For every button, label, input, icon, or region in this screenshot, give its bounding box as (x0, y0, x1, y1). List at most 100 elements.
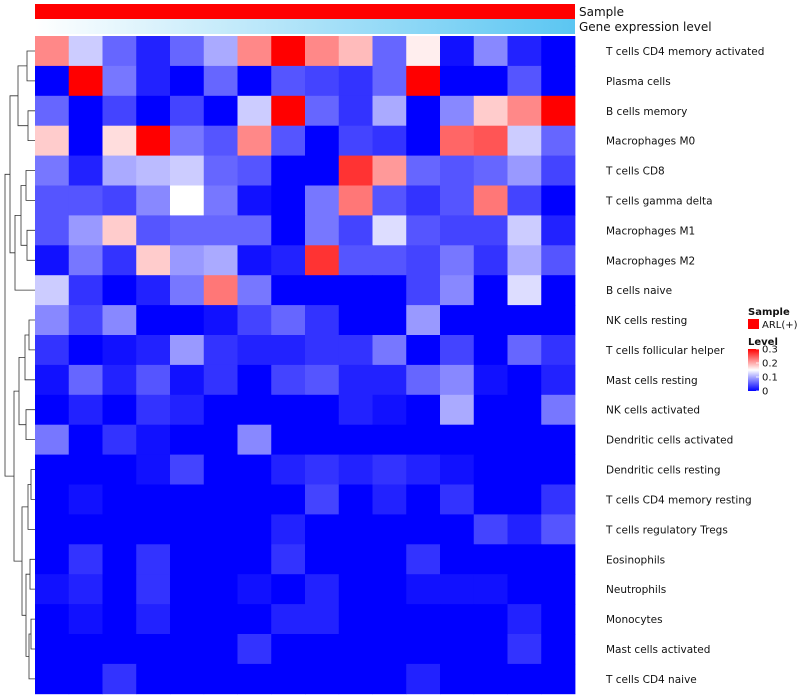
heatmap-cell (372, 574, 407, 605)
heatmap-cell (136, 95, 171, 127)
heatmap-cell (35, 185, 70, 216)
heatmap-cell (35, 335, 70, 366)
heatmap-cell (102, 95, 137, 127)
dendrogram-branch (28, 633, 35, 680)
sample-annotation-bar (35, 4, 575, 19)
heatmap-cell (170, 604, 205, 635)
heatmap-cell (203, 95, 238, 127)
heatmap-cell (35, 394, 70, 426)
heatmap-cell (406, 245, 441, 276)
heatmap-cell (507, 574, 542, 605)
heatmap-cell (203, 335, 238, 366)
heatmap-cell (372, 245, 407, 276)
row-label: T cells follicular helper (605, 345, 725, 357)
heatmap-cell (203, 604, 238, 635)
heatmap-cell (102, 335, 137, 366)
heatmap-cell (35, 604, 70, 635)
heatmap-cell (136, 245, 171, 276)
heatmap-cell (372, 185, 407, 216)
heatmap-cell (203, 245, 238, 276)
heatmap-cell (440, 424, 475, 455)
heatmap-cell (237, 663, 272, 695)
heatmap-cell (372, 604, 407, 635)
heatmap-cell (170, 185, 205, 216)
heatmap-cell (338, 65, 373, 97)
heatmap-cell (170, 305, 205, 336)
heatmap-cell (35, 364, 70, 396)
heatmap-cell (507, 275, 542, 306)
heatmap-cell (170, 634, 205, 665)
heatmap-cell (136, 544, 171, 575)
heatmap-cell (338, 245, 373, 276)
heatmap-cell (473, 185, 508, 216)
heatmap-cell (136, 215, 171, 246)
heatmap-cell (203, 275, 238, 306)
heatmap-cell (136, 65, 171, 97)
heatmap-cell (237, 95, 272, 127)
heatmap-cell (440, 185, 475, 216)
heatmap-cell (237, 604, 272, 635)
heatmap-cell (237, 454, 272, 485)
heatmap-cell (541, 364, 576, 396)
heatmap-cell (102, 36, 137, 67)
heatmap-cell (372, 454, 407, 485)
heatmap-cell (440, 364, 475, 396)
row-label: Neutrophils (606, 584, 666, 596)
heatmap-cell (541, 604, 576, 635)
heatmap-cell (541, 394, 576, 426)
heatmap-cell (305, 514, 340, 545)
heatmap-cell (541, 36, 576, 67)
heatmap-cell (406, 544, 441, 575)
heatmap-cell (68, 335, 103, 366)
dendrogram-branch (4, 173, 14, 477)
heatmap-cell (136, 604, 171, 635)
heatmap-cell (136, 663, 171, 695)
heatmap-cell (541, 125, 576, 156)
legend-sample-swatch (748, 319, 759, 329)
heatmap-cell (473, 364, 508, 396)
heatmap-cell (271, 484, 306, 515)
heatmap-cell (271, 245, 306, 276)
heatmap-cell (102, 484, 137, 515)
row-label: Dendritic cells resting (606, 465, 721, 477)
heatmap-cell (68, 36, 103, 67)
heatmap-cell (372, 663, 407, 695)
heatmap-cell (35, 245, 70, 276)
heatmap-cell (237, 155, 272, 186)
heatmap-cell (406, 36, 441, 67)
heatmap-cell (507, 394, 542, 426)
heatmap-cell (473, 484, 508, 515)
heatmap-cell (203, 364, 238, 396)
heatmap-cell (473, 544, 508, 575)
heatmap-cell (338, 215, 373, 246)
heatmap-cell (68, 514, 103, 545)
heatmap-cell (541, 65, 576, 97)
heatmap-cell (68, 95, 103, 127)
heatmap-cell (541, 544, 576, 575)
heatmap-cell (35, 424, 70, 455)
heatmap-cell (35, 544, 70, 575)
heatmap-cell (440, 394, 475, 426)
heatmap-cell (541, 574, 576, 605)
legend-sample-entry: ARL(+) (762, 320, 798, 331)
heatmap-cell (440, 454, 475, 485)
heatmap-cell (305, 65, 340, 97)
heatmap-cell (440, 215, 475, 246)
heatmap-cell (305, 95, 340, 127)
heatmap-cell (406, 335, 441, 366)
heatmap-cell (68, 454, 103, 485)
legend-color-gradient (748, 349, 759, 391)
heatmap-cell (338, 634, 373, 665)
heatmap-cell (406, 95, 441, 127)
heatmap-cell (271, 125, 306, 156)
row-label: Mast cells activated (606, 644, 710, 656)
heatmap-cell (507, 604, 542, 635)
heatmap-cell (102, 364, 137, 396)
heatmap-cell (406, 155, 441, 186)
heatmap-cell (507, 544, 542, 575)
dendrogram-branch (27, 110, 35, 141)
heatmap-cell (203, 36, 238, 67)
heatmap-cell (35, 484, 70, 515)
heatmap-cell (271, 95, 306, 127)
